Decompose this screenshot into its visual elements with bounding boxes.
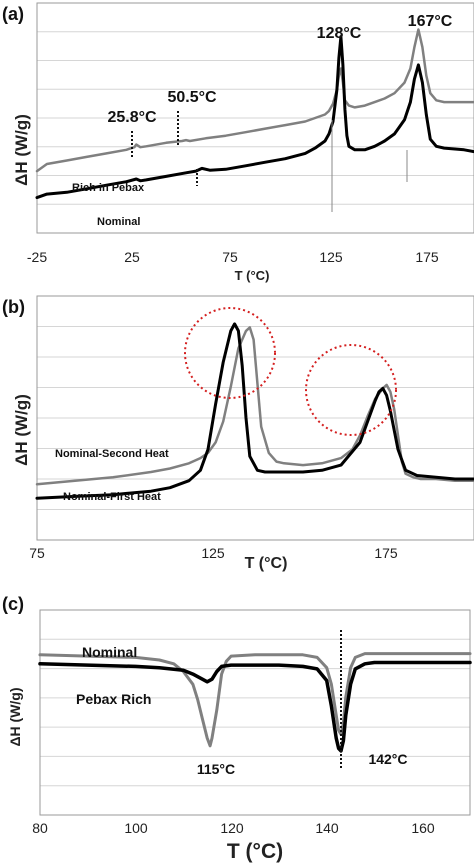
annotation-142c: 142°C [368,751,407,767]
series-line-rich-in-pebax [35,28,474,173]
series-label-rich-in-pebax: Rich in Pebax [72,182,145,194]
panel-c-tick-label: 120 [220,820,244,836]
series-label-nominal-second-heat: Nominal-Second Heat [55,448,169,460]
panel-a-y-axis-label: ΔH (W/g) [12,114,31,186]
panel-b-x-axis-label: T (°C) [245,555,288,572]
panel-a: -25 25 75 125 175 T (°C) ΔH (W/g) (a) 25… [2,2,474,283]
annotation-128c: 128°C [317,25,362,42]
panel-b: 75 125 175 T (°C) ΔH (W/g) (b) Nominal-S… [2,295,474,572]
series-line-nominal-first-heat [35,322,474,500]
series-line-pebax-rich [38,660,472,753]
panel-b-tick-label: 75 [29,545,45,561]
panel-a-letter: (a) [2,4,24,24]
series-label-nominal: Nominal [82,644,137,660]
series-line-nominal [35,35,474,200]
panel-a-series [35,28,474,200]
panel-b-gridlines [37,326,474,510]
panel-a-tick-label: 175 [415,249,439,265]
panel-a-gridlines [37,31,474,205]
panel-c-tick-label: 160 [411,820,435,836]
panel-b-tick-label: 175 [374,545,398,561]
annotation-25-8c: 25.8°C [107,109,157,126]
panel-c-x-axis-label: T (°C) [227,840,283,863]
panel-b-y-axis-label: ΔH (W/g) [12,394,31,466]
panel-a-x-ticks: -25 25 75 125 175 [27,249,439,265]
series-label-nominal: Nominal [97,216,140,228]
panel-c-gridlines [40,638,470,787]
series-label-nominal-first-heat: Nominal-First Heat [63,491,161,503]
panel-a-tick-label: 125 [319,249,343,265]
series-line-nominal-second-heat [35,326,474,486]
panel-b-series [35,322,474,500]
annotation-167c: 167°C [408,13,453,30]
panel-a-x-axis-label: T (°C) [235,268,270,283]
panel-b-x-ticks: 75 125 175 [29,545,398,561]
series-line-nominal [38,652,472,748]
panel-c-series [38,652,472,753]
panel-a-tick-label: 75 [222,249,238,265]
series-label-pebax-rich: Pebax Rich [76,691,151,707]
highlight-circle-first-peak [184,307,276,399]
panel-c-x-ticks: 80 100 120 140 160 [32,820,435,836]
panel-c-tick-label: 100 [124,820,148,836]
panel-c-y-axis-label: ΔH (W/g) [7,687,23,746]
panel-c-letter: (c) [2,594,24,614]
panel-a-tick-label: -25 [27,249,47,265]
panel-a-tick-label: 25 [124,249,140,265]
panel-c-tick-label: 80 [32,820,48,836]
panel-c: 80 100 120 140 160 T (°C) ΔH (W/g) (c) N… [2,594,472,863]
highlight-circle-second-peak [305,344,397,436]
panel-b-tick-label: 125 [201,545,225,561]
panel-a-frame [36,2,474,234]
annotation-50-5c: 50.5°C [167,89,217,106]
panel-b-letter: (b) [2,297,25,317]
panel-c-tick-label: 140 [315,820,339,836]
panel-b-frame [36,295,474,541]
panel-c-frame [39,609,471,816]
annotation-115c: 115°C [197,761,235,777]
